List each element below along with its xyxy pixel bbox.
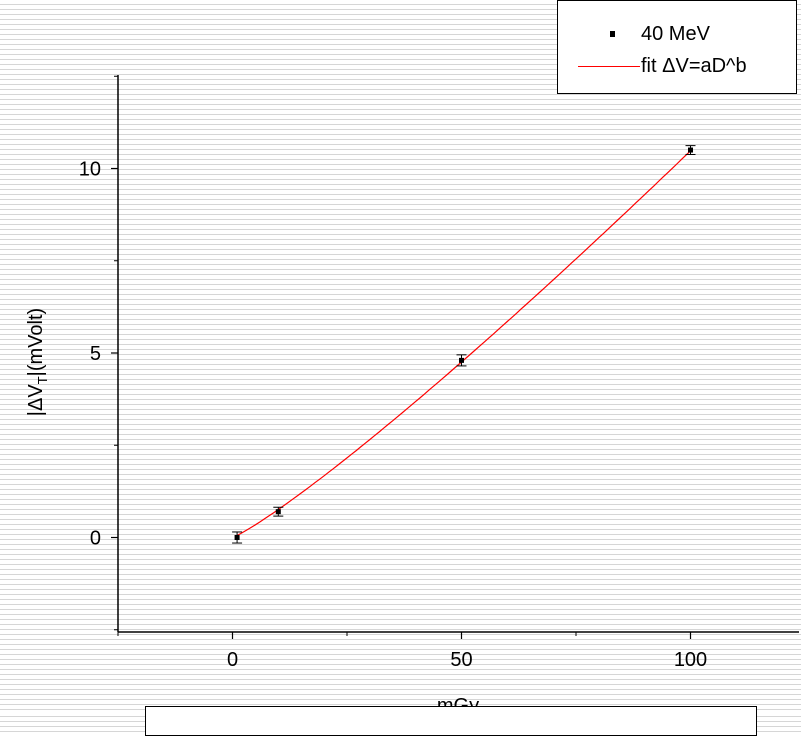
legend-marker bbox=[558, 19, 638, 49]
axes bbox=[117, 75, 799, 633]
legend-label-40mev: 40 MeV bbox=[641, 23, 710, 45]
data-point bbox=[688, 147, 693, 153]
x-tick-label: 50 bbox=[450, 649, 472, 671]
y-label-subscript: T bbox=[35, 376, 50, 384]
y-tick-label: 5 bbox=[90, 343, 101, 365]
y-tick-label: 10 bbox=[79, 159, 101, 181]
y-tick-label: 0 bbox=[90, 528, 101, 550]
legend-label-fit: fit ΔV=aD^b bbox=[641, 55, 747, 77]
legend-line bbox=[558, 51, 640, 81]
svg-text:|ΔVT|(mVolt): |ΔVT|(mVolt) bbox=[25, 308, 50, 416]
caption-box bbox=[145, 706, 757, 736]
data-point bbox=[275, 509, 281, 515]
y-label-main: |ΔV bbox=[25, 384, 47, 417]
x-tick-label: 0 bbox=[227, 649, 238, 671]
x-tick-label: 100 bbox=[674, 649, 707, 671]
y-label-unit: |(mVolt) bbox=[25, 308, 47, 377]
y-axis-label: |ΔVT|(mVolt) bbox=[25, 308, 50, 416]
data-marks bbox=[232, 145, 696, 544]
legend: 40 MeV fit ΔV=aD^b bbox=[557, 0, 797, 94]
fit-curve bbox=[236, 150, 691, 537]
ticks: 0 50 100 0 5 10 bbox=[79, 75, 707, 671]
data-point bbox=[234, 535, 240, 540]
data-point bbox=[459, 357, 464, 363]
